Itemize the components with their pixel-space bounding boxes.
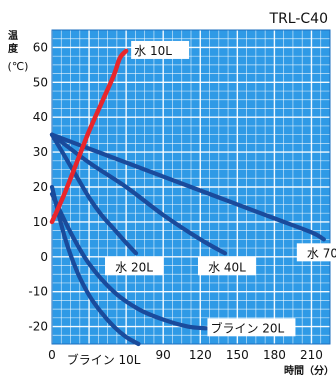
x-tick-label: 90 — [156, 348, 171, 362]
series-label-bg — [296, 243, 336, 262]
y-tick-label: 50 — [33, 75, 48, 89]
y-tick-label: -20 — [28, 320, 48, 334]
ylabel-char-1: 温 — [8, 29, 18, 42]
y-tick-label: -10 — [28, 285, 48, 299]
series-label: 水 70L — [307, 246, 336, 260]
series-line — [49, 132, 326, 242]
x-tick-label: 120 — [189, 348, 212, 362]
x-tick-label: 180 — [263, 348, 286, 362]
x-tick-label: 210 — [300, 348, 323, 362]
y-tick-label: 0 — [40, 250, 48, 264]
series-line — [49, 48, 129, 225]
series-label: 水 40L — [208, 260, 246, 274]
y-tick-label: 30 — [33, 145, 48, 159]
y-tick-label: 60 — [33, 40, 48, 54]
series-label-bg — [131, 40, 190, 59]
y-tick-label: 10 — [33, 215, 48, 229]
series-line — [49, 184, 141, 347]
series-line — [49, 132, 139, 256]
y-tick-label: 20 — [33, 180, 48, 194]
xlabel: 時間（分） — [284, 364, 334, 376]
series-line — [49, 191, 209, 331]
series-label: ブライン 20L — [210, 320, 284, 335]
model-title: TRL-C40 — [269, 11, 328, 27]
series-lines — [49, 48, 326, 347]
x-tick-label: 150 — [226, 348, 249, 362]
series-label-bg — [55, 350, 144, 368]
series-label-bg — [197, 257, 256, 276]
x-tick-label: 0 — [48, 348, 56, 362]
series-line — [49, 132, 228, 256]
series-labels: 水 10L 水 20L 水 40L 水 70L ブライン 10L ブライン 20L — [55, 40, 336, 368]
y-tick-label: 40 — [33, 110, 48, 124]
series-label-bg — [105, 257, 164, 276]
ylabel-unit: (℃) — [8, 60, 29, 73]
series-label-bg — [207, 318, 296, 337]
grid — [51, 29, 331, 345]
series-label: ブライン 10L — [67, 352, 141, 367]
ylabel-char-2: 度 — [8, 42, 19, 55]
series-label: 水 10L — [134, 44, 172, 58]
series-label: 水 20L — [115, 260, 153, 274]
